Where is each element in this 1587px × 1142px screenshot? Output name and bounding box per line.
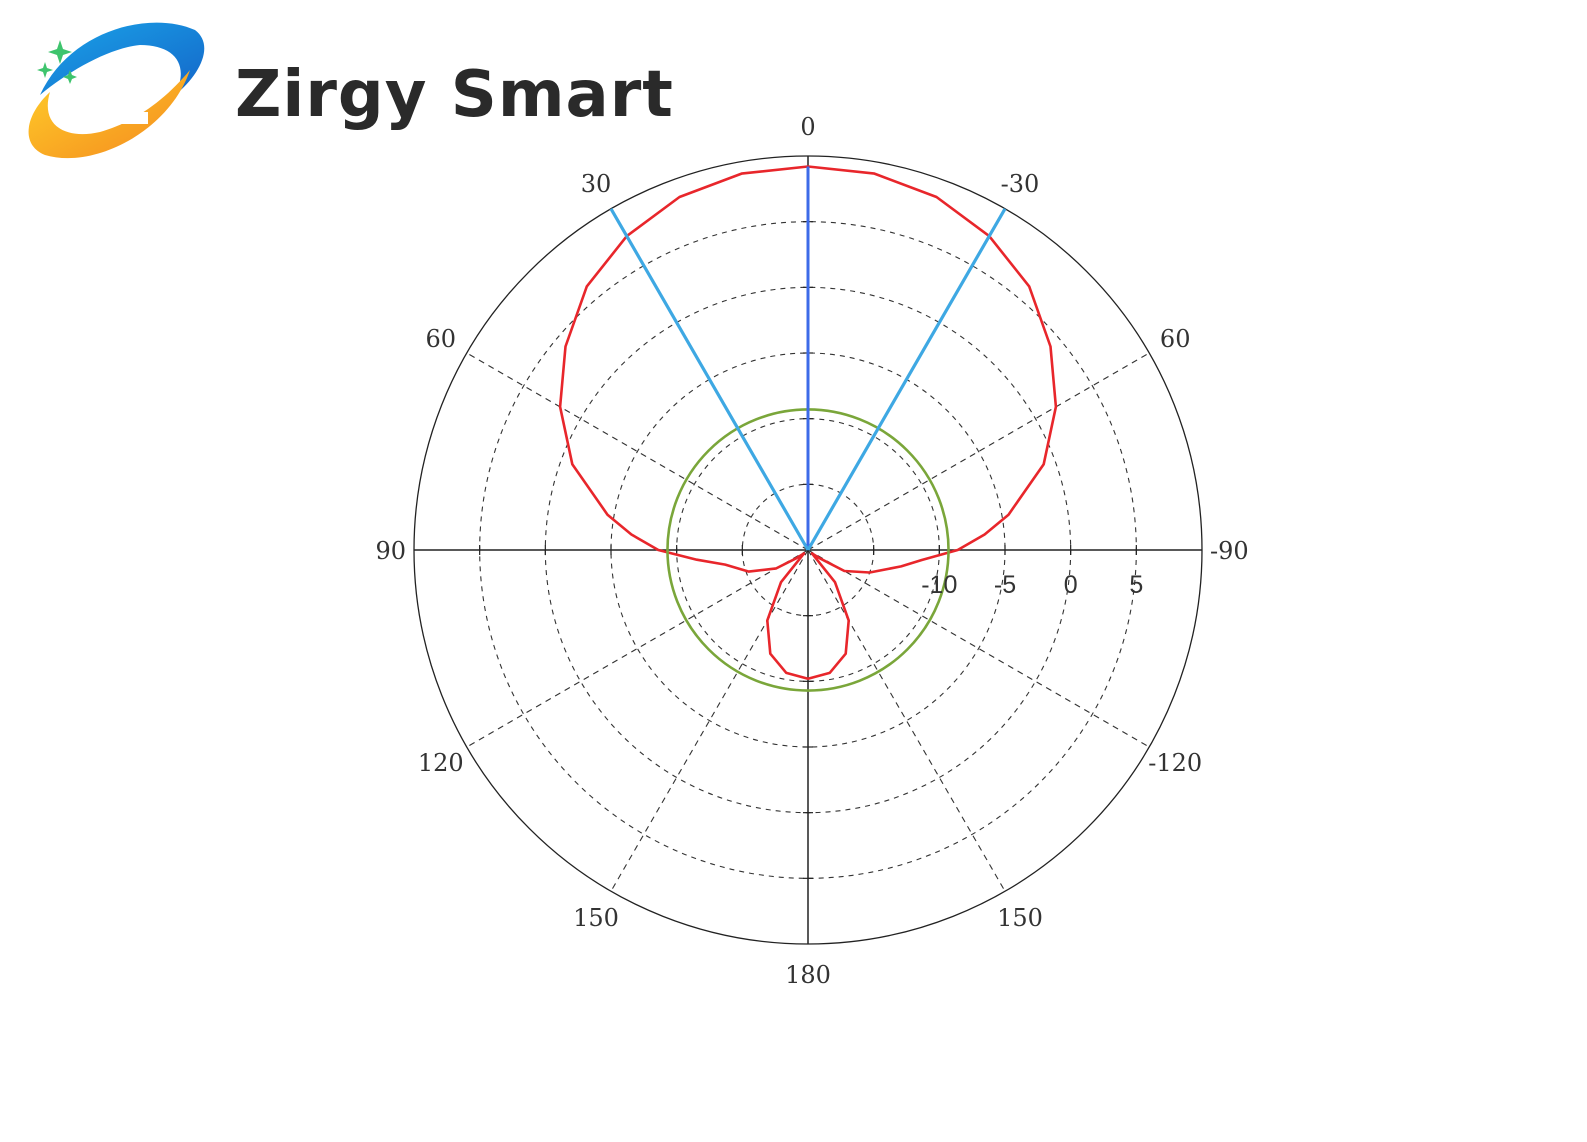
angle-tick-label: -30: [1001, 170, 1040, 198]
angle-tick-label: 0: [800, 113, 815, 141]
polar-labels: 0 30 -30 60 60 90 -90 120 -120 150 150 180 -10 -5 0 5: [375, 113, 1248, 989]
spoke-60: [466, 352, 809, 551]
brand-header: Zirgy Smart: [0, 0, 700, 180]
polar-series: [558, 165, 1058, 692]
angle-tick-label: 180: [785, 961, 831, 989]
beamwidth-line: [609, 207, 810, 551]
angle-tick-label: 30: [581, 170, 612, 198]
angle-tick-label: 150: [997, 904, 1043, 932]
angle-tick-label: 150: [573, 904, 619, 932]
radial-tick-label: -5: [994, 571, 1016, 599]
angle-tick-label: 60: [426, 325, 457, 353]
spoke-120: [466, 549, 809, 748]
angle-tick-label: 90: [375, 537, 406, 565]
angle-tick-label: -90: [1210, 537, 1249, 565]
radial-tick-label: 5: [1129, 571, 1143, 599]
radial-tick-label: 0: [1064, 571, 1078, 599]
zirgy-logo-icon: [28, 22, 205, 159]
pattern-curve: [558, 165, 1058, 680]
angle-tick-label: 60: [1160, 325, 1191, 353]
radial-tick-label: -10: [921, 571, 957, 599]
angle-tick-label: 120: [418, 749, 464, 777]
brand-name: Zirgy Smart: [235, 58, 674, 132]
beamwidth-line: [806, 207, 1007, 551]
angle-tick-label: -120: [1148, 749, 1202, 777]
spoke--150: [807, 549, 1006, 892]
